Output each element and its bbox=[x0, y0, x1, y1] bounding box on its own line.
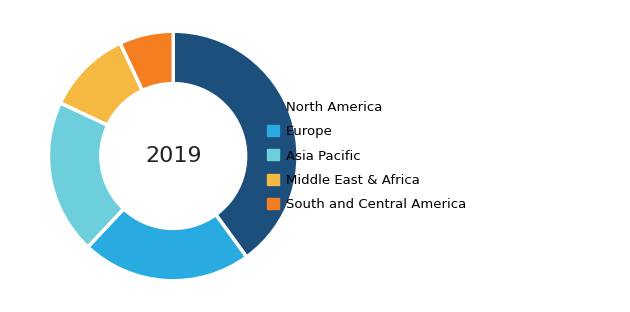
Wedge shape bbox=[88, 209, 246, 281]
Wedge shape bbox=[120, 31, 173, 90]
Wedge shape bbox=[60, 43, 142, 125]
Legend: North America, Europe, Asia Pacific, Middle East & Africa, South and Central Ame: North America, Europe, Asia Pacific, Mid… bbox=[267, 101, 466, 211]
Wedge shape bbox=[49, 103, 123, 247]
Wedge shape bbox=[173, 31, 298, 257]
Text: 2019: 2019 bbox=[145, 146, 202, 166]
